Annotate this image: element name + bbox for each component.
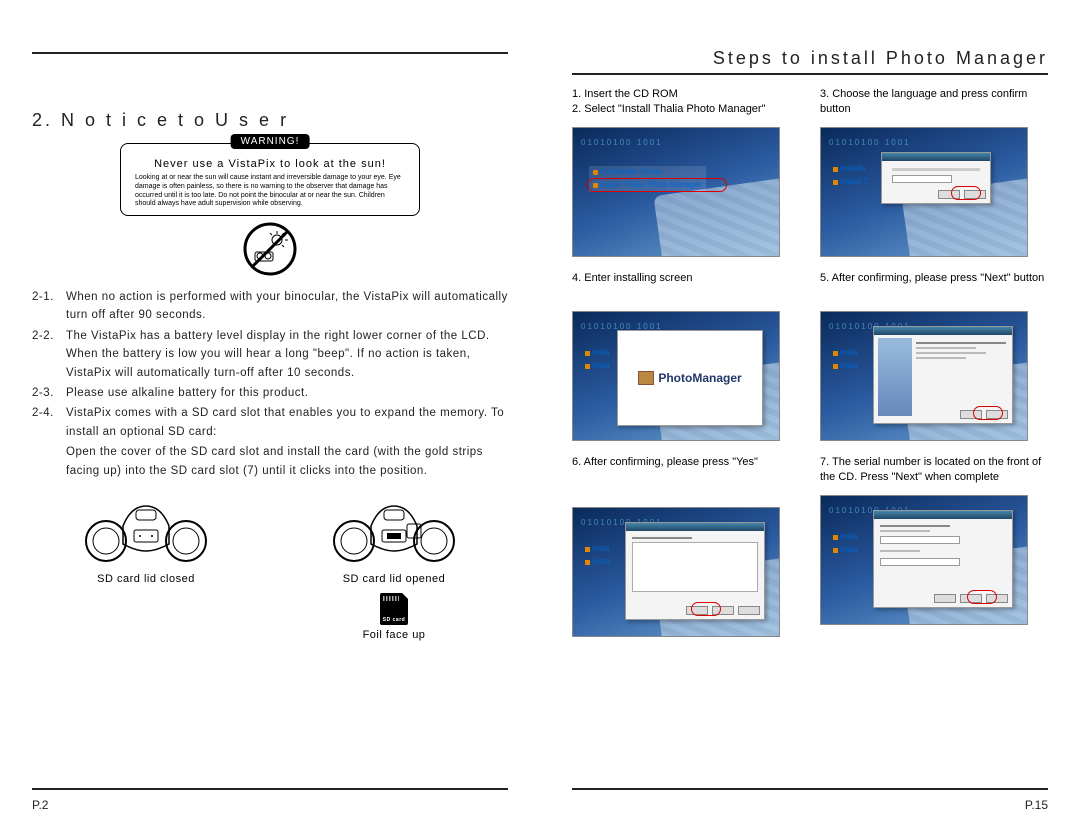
- step-cell: 7. The serial number is located on the f…: [820, 455, 1048, 637]
- thumb-7: 01010100 1001 Insta Insta: [820, 495, 1028, 625]
- step-cell: 4. Enter installing screen 01010100 1001…: [572, 271, 800, 441]
- warning-title: Never use a VistaPix to look at the sun!: [131, 158, 409, 170]
- binocular-closed: SD card lid closed: [81, 496, 211, 641]
- binocular-opened-icon: [329, 496, 459, 566]
- step-cell: 6. After confirming, please press "Yes" …: [572, 455, 800, 637]
- sdcard-icon: SD card: [380, 593, 408, 625]
- footer-rule-left: [32, 788, 508, 790]
- step-caption: 7. The serial number is located on the f…: [820, 455, 1048, 495]
- list-item: 2-4.VistaPix comes with a SD card slot t…: [32, 404, 508, 441]
- thumb-6: 01010100 1001 Insta Insta: [572, 507, 780, 637]
- top-rule-right: [572, 73, 1048, 75]
- page-left: 2. N o t i c e t o U s e r WARNING! Neve…: [0, 0, 540, 834]
- list-item: 2-1.When no action is performed with you…: [32, 288, 508, 325]
- binocular-row: SD card lid closed SD card lid opened: [32, 496, 508, 641]
- step-caption: 6. After confirming, please press "Yes": [572, 455, 800, 507]
- warning-box: WARNING! Never use a VistaPix to look at…: [120, 143, 420, 216]
- step-cell: 1. Insert the CD ROM 2. Select "Install …: [572, 87, 800, 257]
- footer-rule-right: [572, 788, 1048, 790]
- binocular-opened-label: SD card lid opened: [329, 573, 459, 585]
- thumb-1: 01010100 1001 Installation Driver Instal…: [572, 127, 780, 257]
- steps-heading: Steps to install Photo Manager: [572, 48, 1048, 69]
- step-caption: 3. Choose the language and press confirm…: [820, 87, 1048, 127]
- top-rule-left: [32, 52, 508, 54]
- list-item: 2-2.The VistaPix has a battery level dis…: [32, 327, 508, 382]
- pagenum-left: P.2: [32, 798, 48, 812]
- list-item: 2-3.Please use alkaline battery for this…: [32, 384, 508, 402]
- list-item: Open the cover of the SD card slot and i…: [32, 443, 508, 480]
- warning-body: Looking at or near the sun will cause in…: [131, 174, 409, 209]
- binocular-closed-icon: [81, 496, 211, 566]
- step-cell: 5. After confirming, please press "Next"…: [820, 271, 1048, 441]
- thumb-5: 01010100 1001 Insta Insta: [820, 311, 1028, 441]
- step-caption: 5. After confirming, please press "Next"…: [820, 271, 1048, 311]
- warning-tab: WARNING!: [231, 134, 310, 149]
- binocular-opened: SD card lid opened SD card Foil face up: [329, 496, 459, 641]
- step-caption: 4. Enter installing screen: [572, 271, 800, 311]
- step-cell: 3. Choose the language and press confirm…: [820, 87, 1048, 257]
- notice-heading: 2. N o t i c e t o U s e r: [32, 110, 508, 131]
- notice-list: 2-1.When no action is performed with you…: [32, 288, 508, 480]
- foil-label: Foil face up: [329, 629, 459, 641]
- thumb-4: 01010100 1001 Insta Insta PhotoManager: [572, 311, 780, 441]
- steps-grid: 1. Insert the CD ROM 2. Select "Install …: [572, 87, 1048, 637]
- no-sun-icon: [243, 222, 297, 276]
- step-caption: 1. Insert the CD ROM 2. Select "Install …: [572, 87, 800, 127]
- binocular-closed-label: SD card lid closed: [81, 573, 211, 585]
- thumb-3: 01010100 1001 Installa Install T: [820, 127, 1028, 257]
- pagenum-right: P.15: [1025, 798, 1048, 812]
- page-right: Steps to install Photo Manager 1. Insert…: [540, 0, 1080, 834]
